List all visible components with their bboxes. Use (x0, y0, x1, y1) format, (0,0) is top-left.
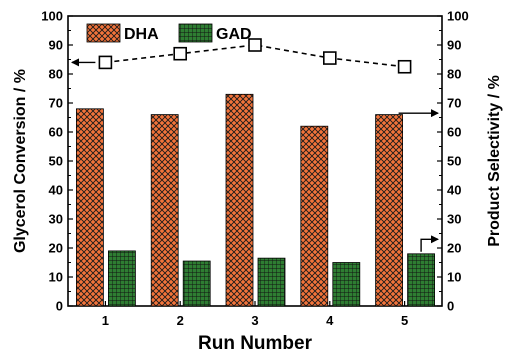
y-left-tick-label: 100 (41, 9, 63, 24)
y-left-tick-label: 60 (49, 125, 63, 140)
conversion-point-1 (98, 55, 113, 70)
y-right-tick-label: 90 (447, 38, 461, 53)
line-layer (71, 38, 439, 252)
bar-dha-5 (375, 114, 404, 307)
y-left-tick-label: 70 (49, 96, 63, 111)
y-right-tick-label: 30 (447, 212, 461, 227)
bar-dha-1 (76, 108, 104, 307)
legend-swatch-dha (86, 23, 121, 43)
y-left-tick-label: 0 (56, 299, 63, 314)
bar-gad-1 (108, 250, 136, 307)
x-tick-label-2: 2 (177, 313, 184, 328)
y-right-tick-label: 100 (447, 9, 469, 24)
axes-layer: 0 0 10 10 20 20 30 30 40 40 50 50 60 60 70 70 80 80 90 90 10… (41, 9, 468, 329)
y-right-tick-label: 80 (447, 67, 461, 82)
y-right-tick-label: 60 (447, 125, 461, 140)
y-right-tick-label: 70 (447, 96, 461, 111)
y-right-tick-label: 50 (447, 154, 461, 169)
legend: DHA GAD (86, 23, 252, 43)
y-left-tick-label: 10 (49, 270, 63, 285)
y-right-tick-label: 20 (447, 241, 461, 256)
y-right-tick-label: 10 (447, 270, 461, 285)
y-left-tick-label: 40 (49, 183, 63, 198)
x-tick-label-1: 1 (102, 313, 109, 328)
bar-gad-2 (182, 260, 211, 307)
bar-gad-4 (332, 262, 361, 307)
conversion-point-2 (173, 46, 187, 61)
y-left-tick-label: 80 (49, 67, 63, 82)
x-tick-label-4: 4 (326, 313, 334, 328)
bar-dha-4 (300, 125, 329, 307)
legend-swatch-gad (178, 23, 213, 43)
x-tick-label-5: 5 (401, 313, 408, 328)
bar-gad-5 (407, 253, 436, 307)
bar-dha-2 (150, 114, 179, 307)
bar-gad-3 (257, 257, 286, 307)
bars-layer (76, 93, 436, 307)
y-right-tick-label: 40 (447, 183, 461, 198)
y-left-tick-label: 20 (49, 241, 63, 256)
x-tick-label-3: 3 (251, 313, 258, 328)
conversion-point-5 (397, 59, 412, 74)
x-axis-label: Run Number (198, 333, 313, 354)
legend-label-gad: GAD (216, 26, 252, 43)
legend-label-dha: DHA (124, 26, 159, 43)
y-right-tick-label: 0 (447, 299, 454, 314)
bar-dha-3 (225, 93, 254, 307)
conversion-point-3 (248, 38, 262, 52)
arrow-gad-to-right-axis (420, 235, 439, 252)
y-left-tick-label: 50 (49, 154, 63, 169)
y-left-tick-label: 90 (49, 38, 63, 53)
y-left-tick-label: 30 (49, 212, 63, 227)
y-axis-left-label: Glycerol Conversion / % (12, 69, 29, 253)
y-axis-right-label: Product Selectivity / % (486, 75, 503, 247)
conversion-point-4 (322, 51, 337, 65)
